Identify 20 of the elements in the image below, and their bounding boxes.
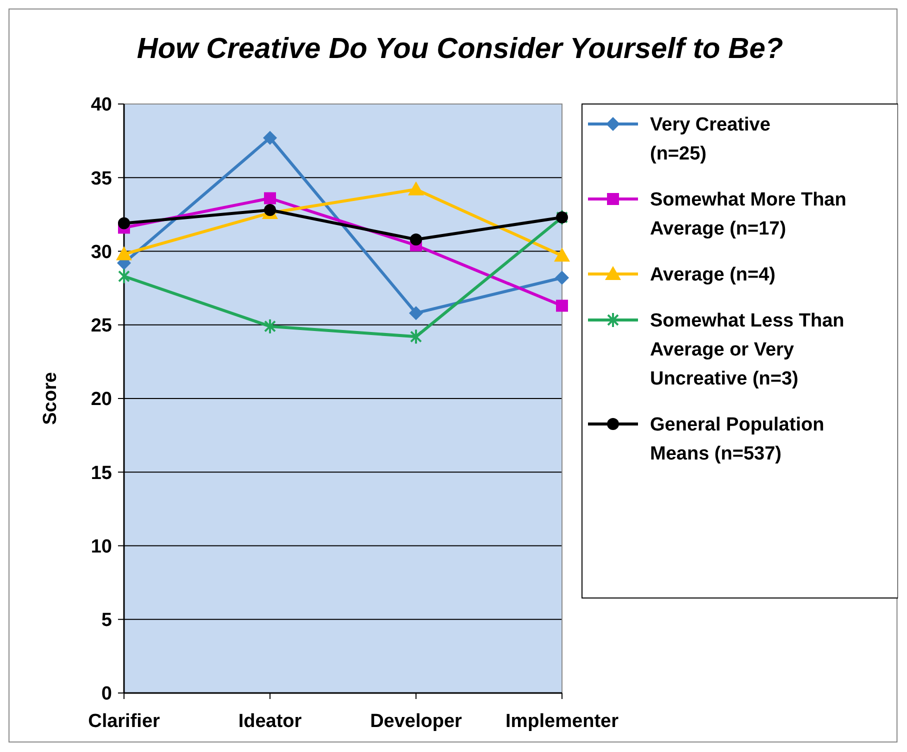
y-tick-label: 40 <box>90 94 112 116</box>
legend-label: Somewhat Less Than Average or Very Uncreative (n=3) <box>650 310 844 390</box>
x-tick-label: Implementer <box>506 711 620 732</box>
y-tick-label: 25 <box>90 316 112 337</box>
legend-label: Average (n=4) <box>650 264 776 286</box>
y-tick-label: 20 <box>90 389 112 410</box>
y-tick-label: 5 <box>101 610 112 632</box>
legend-label: Somewhat More Than Average (n=17) <box>650 190 846 240</box>
y-tick-label: 30 <box>90 242 112 263</box>
legend-label: Very Creative (n=25) <box>650 114 770 165</box>
x-tick-label: Ideator <box>238 711 302 732</box>
y-tick-label: 10 <box>90 536 112 558</box>
legend-label: General Population Means (n=537) <box>650 414 824 465</box>
x-tick-label: Developer <box>370 711 463 732</box>
y-tick-label: 35 <box>90 168 112 190</box>
y-tick-label: 15 <box>90 462 112 484</box>
chart-title: How Creative Do You Consider Yourself to Be? <box>136 33 784 65</box>
y-tick-label: 0 <box>101 684 112 705</box>
y-axis-title: Score <box>40 372 61 425</box>
x-tick-label: Clarifier <box>88 711 161 732</box>
